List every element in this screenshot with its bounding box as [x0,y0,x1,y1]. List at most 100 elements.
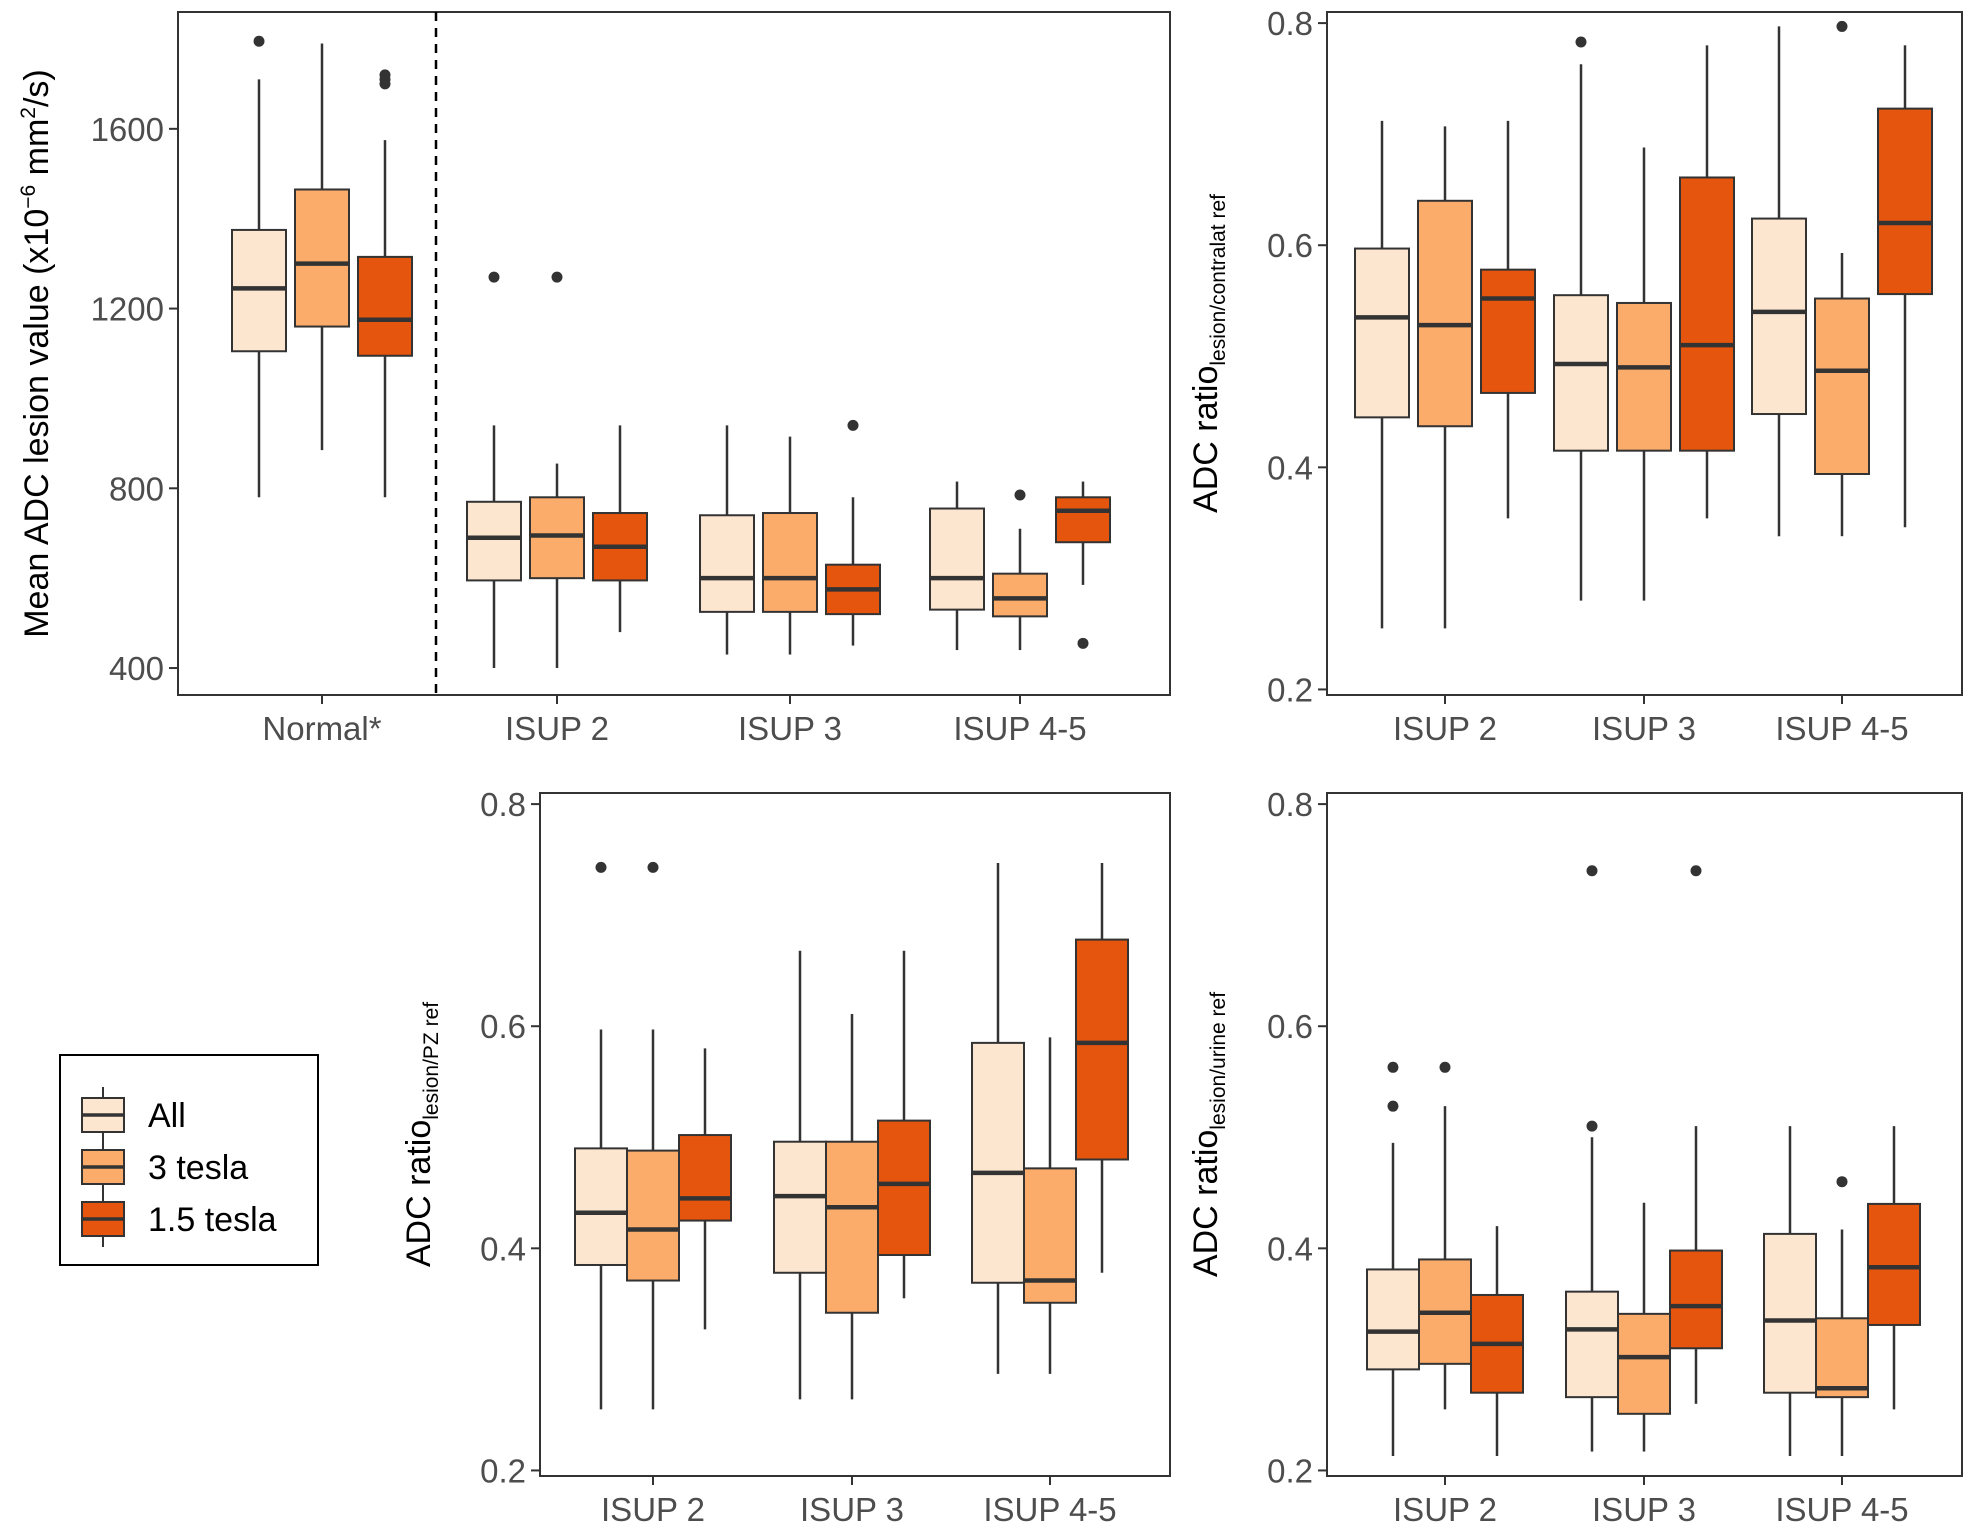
x-tick-label: ISUP 4-5 [1775,1491,1908,1528]
y-axis-title: ADC ratiolesion/urine ref [1187,992,1230,1277]
outlier-point [379,69,391,81]
outlier-point [253,35,265,47]
outlier-point [847,419,859,431]
box-1-5-tesla [1679,45,1735,519]
box-iqr [1366,1268,1420,1371]
x-tick-label: ISUP 2 [601,1491,705,1528]
box-1-5-tesla [1867,1126,1921,1410]
box-iqr [1553,294,1609,452]
box-iqr [699,514,755,613]
x-tick-label: ISUP 4-5 [953,710,1086,747]
box-1-5-tesla [825,419,881,646]
box-3-tesla [1815,1176,1869,1457]
y-tick-label: 0.6 [480,1008,526,1045]
legend-label: All [148,1097,186,1135]
box-iqr [678,1134,732,1222]
x-tick-label: ISUP 2 [505,710,609,747]
y-axis-title: Mean ADC lesion value (x10−6 mm2/s) [17,69,56,638]
x-tick-label: ISUP 4-5 [983,1491,1116,1528]
box-all [1565,865,1619,1452]
box-1-5-tesla [877,950,931,1299]
box-iqr [1055,496,1111,544]
y-tick-label: 400 [109,650,164,687]
outlier-point [1439,1061,1451,1073]
box-3-tesla [762,436,818,655]
box-3-tesla [294,43,350,451]
box-iqr [773,1140,827,1274]
box-all [773,950,827,1400]
outlier-point [1575,36,1587,48]
box-all [231,35,287,498]
outlier-point [1836,1176,1848,1188]
box-all [929,481,985,651]
x-tick-label: ISUP 3 [1592,710,1696,747]
y-tick-label: 0.4 [1267,1230,1313,1267]
y-tick-label: 1200 [91,291,164,328]
box-1-5-tesla [1480,120,1536,519]
x-tick-label: ISUP 3 [738,710,842,747]
outlier-point [1690,865,1702,877]
y-tick-label: 0.6 [1267,1008,1313,1045]
panel-frame [177,11,1171,696]
box-iqr [1751,217,1807,416]
y-tick-label: 0.8 [1267,786,1313,823]
y-tick-label: 1600 [91,111,164,148]
box-iqr [626,1149,680,1282]
box-iqr [574,1147,628,1266]
box-3-tesla [992,489,1048,651]
box-iqr [1617,1312,1671,1415]
box-1-5-tesla [1669,865,1723,1404]
x-tick-label: ISUP 2 [1393,710,1497,747]
box-iqr [1565,1290,1619,1399]
box-iqr [1075,938,1129,1161]
box-iqr [825,1140,879,1314]
x-tick-label: ISUP 3 [1592,1491,1696,1528]
box-all [1366,1061,1420,1457]
y-tick-label: 0.2 [480,1452,526,1489]
panel-mean-adc: 400 800 1200 1600 Normal* ISUP 2 ISUP 3 ISUP 4-… [17,11,1171,747]
box-1-5-tesla [1470,1226,1524,1457]
box-iqr [762,512,818,613]
y-tick-label: 800 [109,470,164,507]
box-iqr [1669,1249,1723,1350]
outlier-point [1387,1100,1399,1112]
legend-key [81,1139,125,1195]
box-iqr [1814,297,1870,475]
box-3-tesla [529,271,585,669]
outlier-point [1586,1120,1598,1132]
panel-ratio-pz: 0.2 0.4 0.6 0.8 ISUP 2 ISUP 3 ISUP 4-5 ADC rati… [400,786,1171,1528]
box-iqr [1867,1202,1921,1326]
box-all [699,425,755,655]
panel-frame [539,792,1171,1477]
box-all [1751,26,1807,537]
box-iqr [1354,247,1410,419]
y-tick-label: 0.4 [1267,449,1313,486]
box-iqr [294,188,350,328]
box-iqr [466,500,522,582]
box-iqr [992,572,1048,618]
legend-label: 1.5 tesla [148,1201,277,1239]
box-3-tesla [626,861,680,1410]
y-tick-label: 0.2 [1267,671,1313,708]
box-iqr [971,1041,1025,1284]
box-iqr [1480,268,1536,394]
box-1-5-tesla [1877,45,1933,528]
outlier-point [1836,20,1848,32]
outlier-point [595,861,607,873]
legend-label: 3 tesla [148,1149,248,1187]
y-axis-title: ADC ratiolesion/contralat ref [1187,194,1230,513]
box-all [1354,120,1410,629]
outlier-point [647,861,659,873]
box-3-tesla [1814,20,1870,537]
box-iqr [1877,107,1933,296]
outlier-point [1387,1061,1399,1073]
box-all [466,271,522,669]
box-3-tesla [1616,147,1672,601]
outlier-point [488,271,500,283]
box-iqr [1417,199,1473,428]
panel-ratio-contralat: 0.2 0.4 0.6 0.8 ISUP 2 ISUP 3 ISUP 4-5 ADC rati… [1187,5,1963,747]
box-3-tesla [1617,1202,1671,1452]
box-1-5-tesla [357,69,413,498]
y-tick-label: 0.8 [1267,5,1313,42]
box-iqr [877,1119,931,1256]
